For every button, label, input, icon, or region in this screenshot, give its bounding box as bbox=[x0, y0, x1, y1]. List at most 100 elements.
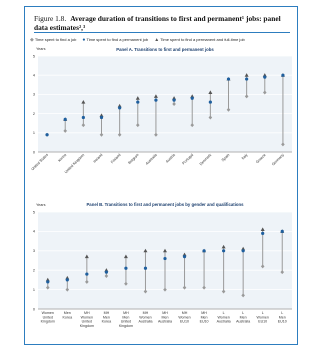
x-tick-label-line: Australia bbox=[138, 320, 152, 324]
fulltime-job-marker bbox=[260, 227, 265, 231]
x-tick-label: Portugal bbox=[182, 153, 195, 166]
first-job-marker bbox=[280, 270, 285, 275]
first-job-marker bbox=[45, 285, 50, 290]
first-job-marker bbox=[163, 287, 167, 292]
x-tick-label: MH Women EU10 bbox=[178, 311, 190, 324]
x-tick-label: Germany bbox=[271, 153, 285, 167]
first-job-marker bbox=[117, 132, 122, 137]
first-job-marker bbox=[262, 90, 267, 95]
x-tick-label: Finland bbox=[110, 153, 121, 164]
permanent-job-marker bbox=[118, 106, 122, 110]
x-tick-label: Spain bbox=[221, 153, 231, 163]
x-tick-label: MH Women Australia bbox=[138, 311, 152, 324]
x-tick-label-line: L bbox=[281, 311, 283, 315]
permanent-job-marker bbox=[154, 98, 158, 102]
first-job-marker bbox=[85, 279, 89, 284]
permanent-job-marker bbox=[241, 249, 245, 253]
y-axis-label: Years bbox=[36, 47, 46, 51]
y-tick-label: 4 bbox=[33, 230, 35, 234]
first-job-marker bbox=[241, 293, 245, 298]
x-tick-label: Greece bbox=[255, 153, 266, 164]
x-tick-label-line: Men bbox=[103, 315, 110, 319]
permanent-job-marker bbox=[281, 73, 285, 77]
permanent-job-marker bbox=[46, 280, 50, 284]
fulltime-job-marker bbox=[262, 73, 267, 77]
x-tick-label-line: United bbox=[121, 320, 131, 324]
x-tick-label: MH Men EU10 bbox=[200, 311, 209, 324]
x-tick-label-line: MH bbox=[201, 311, 207, 315]
x-tick-label-line: MH bbox=[143, 311, 149, 315]
first-job-marker bbox=[135, 123, 140, 128]
x-tick-label: L Women EU10 bbox=[257, 311, 269, 324]
x-tick-label-line: Women bbox=[257, 315, 269, 319]
first-job-marker bbox=[143, 289, 148, 294]
x-tick-label-line: Korea bbox=[63, 315, 73, 319]
x-tick-label: Australia bbox=[145, 152, 159, 166]
x-tick-label: Denmark bbox=[199, 153, 213, 167]
permanent-job-marker bbox=[182, 255, 187, 259]
y-tick-label: 0 bbox=[33, 150, 35, 154]
fulltime-job-marker bbox=[99, 113, 104, 118]
panel-background bbox=[38, 56, 292, 152]
first-job-marker bbox=[172, 102, 176, 106]
diamond-icon: ◆ bbox=[30, 37, 34, 43]
x-tick-label: MH Women United Kingdom bbox=[80, 311, 94, 328]
first-job-marker bbox=[208, 115, 213, 120]
permanent-job-marker bbox=[85, 272, 89, 276]
permanent-job-marker bbox=[104, 270, 108, 274]
permanent-job-marker bbox=[143, 266, 148, 270]
fulltime-job-marker bbox=[241, 246, 246, 251]
first-job-marker bbox=[81, 123, 86, 128]
x-tick-label-line: United bbox=[82, 320, 92, 324]
permanent-job-marker bbox=[280, 229, 284, 233]
y-tick-label: 2 bbox=[33, 112, 35, 116]
first-job-marker bbox=[281, 142, 285, 147]
y-tick-label: 3 bbox=[33, 249, 35, 253]
permanent-job-marker bbox=[81, 115, 85, 120]
panel-title: Panel A. Transitions to first and perman… bbox=[116, 47, 214, 52]
figure-number: Figure 1.8. bbox=[34, 14, 67, 23]
permanent-job-marker bbox=[261, 231, 265, 235]
x-tick-label: L Men EU10 bbox=[278, 311, 287, 324]
x-tick-label: Women United Kingdom bbox=[41, 311, 55, 324]
x-tick-label-line: Men bbox=[279, 315, 286, 319]
x-tick-label-line: Men bbox=[64, 311, 71, 315]
first-job-marker bbox=[260, 264, 265, 269]
triangle-icon: ▲ bbox=[154, 37, 160, 43]
y-tick-label: 5 bbox=[33, 54, 35, 58]
fulltime-job-marker bbox=[172, 96, 177, 100]
y-tick-label: 0 bbox=[33, 307, 35, 311]
y-tick-label: 3 bbox=[33, 93, 35, 97]
fulltime-job-marker bbox=[45, 277, 50, 282]
x-tick-label: Ireland bbox=[93, 153, 104, 164]
fulltime-job-marker bbox=[190, 94, 195, 98]
x-tick-label-line: L bbox=[242, 311, 244, 315]
x-tick-label-line: EU10 bbox=[180, 320, 189, 324]
x-tick-label-line: Men bbox=[162, 315, 169, 319]
first-job-marker bbox=[154, 132, 158, 137]
y-axis-label: Years bbox=[36, 203, 46, 207]
x-tick-label-line: EU10 bbox=[278, 320, 287, 324]
legend-item-first-job: ◆Time spent to find a job bbox=[30, 37, 77, 43]
x-tick-label-line: Australia bbox=[158, 320, 172, 324]
x-tick-label: United States bbox=[30, 153, 49, 172]
permanent-job-marker bbox=[263, 75, 267, 79]
first-job-marker bbox=[244, 94, 249, 99]
figure-title-text: Average duration of transitions to first… bbox=[34, 14, 281, 32]
x-tick-label-line: Australia bbox=[236, 320, 250, 324]
fulltime-job-marker bbox=[65, 275, 70, 280]
y-tick-label: 4 bbox=[33, 74, 35, 78]
y-tick-label: 1 bbox=[33, 131, 35, 135]
x-tick-label-line: L bbox=[262, 311, 264, 315]
x-tick-label: Korea bbox=[57, 152, 67, 162]
circle-icon: ● bbox=[82, 37, 86, 43]
first-job-marker bbox=[63, 128, 68, 133]
x-tick-label-line: Australia bbox=[217, 320, 231, 324]
fulltime-job-marker bbox=[221, 244, 226, 249]
x-tick-label: Italy bbox=[241, 153, 249, 161]
x-tick-label-line: Women bbox=[217, 315, 229, 319]
x-tick-label-line: United bbox=[43, 315, 53, 319]
x-tick-label-line: MH bbox=[162, 311, 168, 315]
y-tick-label: 1 bbox=[33, 288, 35, 292]
